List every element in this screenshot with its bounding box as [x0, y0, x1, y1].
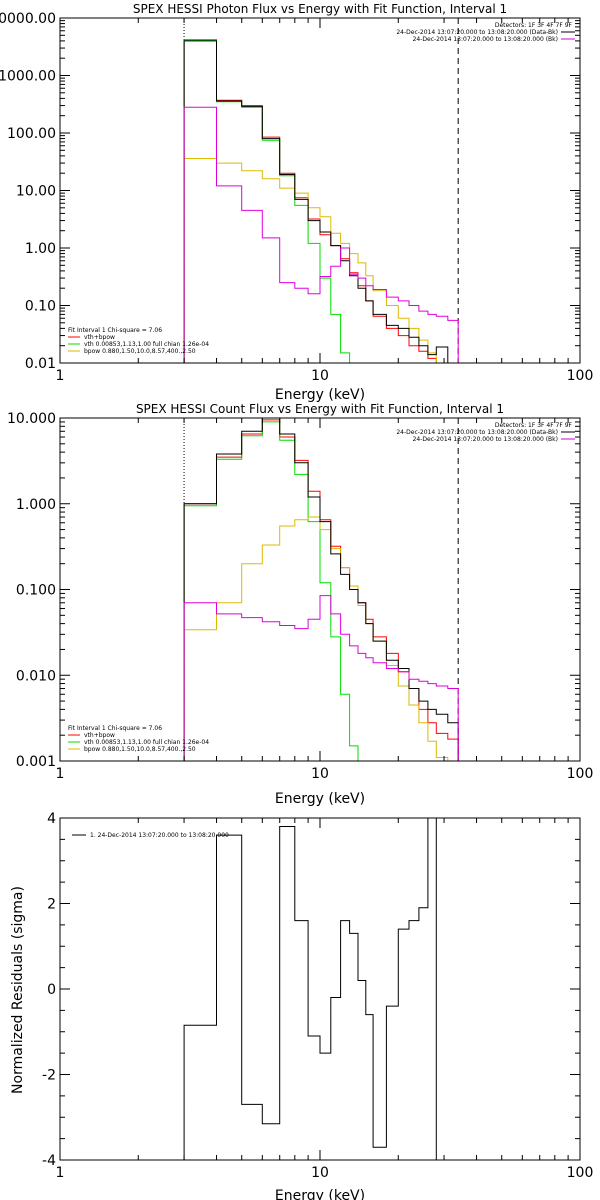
series-data-bk — [183, 40, 459, 363]
legend-top-entry: 24-Dec-2014 13:07:20.000 to 13:08:20.000… — [396, 29, 558, 36]
x-tick-label: 1 — [56, 368, 65, 384]
series-vth — [183, 421, 359, 761]
series-bpow — [183, 158, 449, 363]
series-vth-bpow — [183, 39, 449, 363]
series-bk — [183, 595, 459, 761]
legend-top-entry: 24-Dec-2014 13:07:20.000 to 13:08:20.000… — [396, 429, 558, 436]
y-tick-label: 0.010 — [16, 668, 56, 684]
y-tick-label: 0.001 — [16, 754, 56, 770]
photon-flux-x-axis-label: Energy (keV) — [275, 387, 365, 403]
series-vth — [183, 39, 351, 363]
x-tick-label: 10 — [311, 766, 329, 782]
y-tick-label: -2 — [42, 1068, 56, 1084]
residuals-y-axis-label: Normalized Residuals (sigma) — [10, 886, 26, 1094]
y-tick-label: 1.00 — [25, 241, 56, 257]
count-flux-x-axis-label: Energy (keV) — [275, 791, 365, 807]
series-data-bk — [183, 418, 459, 761]
legend-top-entry: 24-Dec-2014 13:07:20.000 to 13:08:20.000… — [413, 36, 558, 43]
y-tick-label: 2 — [47, 897, 56, 913]
legend-entry: 1. 24-Dec-2014 13:07:20.000 to 13:08:20.… — [90, 832, 229, 839]
residuals-x-axis-label: Energy (keV) — [275, 1188, 365, 1200]
legend-fit-entry: vth+bpow — [84, 732, 115, 739]
photon-flux-panel: SPEX HESSI Photon Flux vs Energy with Fi… — [0, 2, 593, 403]
legend-fit-entry: vth 0.00853,1.13,1.00 full chian 1.26e-0… — [84, 739, 209, 746]
y-tick-label: 1000.00 — [0, 69, 56, 85]
legend-top-entry: 24-Dec-2014 13:07:20.000 to 13:08:20.000… — [413, 436, 558, 443]
y-tick-label: 0.10 — [25, 299, 56, 315]
y-tick-label: 0.01 — [25, 356, 56, 372]
y-tick-label: 10.000 — [7, 411, 56, 427]
x-tick-label: 10 — [311, 368, 329, 384]
y-tick-label: 10.00 — [16, 184, 56, 200]
y-tick-label: 0.100 — [16, 583, 56, 599]
x-tick-label: 100 — [567, 368, 594, 384]
legend-fit-header: Fit Interval 1 Chi-square = 7.06 — [68, 327, 162, 334]
legend-detectors: Detectors: 1F 3F 4F 7F 9F — [495, 22, 573, 29]
series-bk — [183, 106, 459, 363]
count-flux-panel: SPEX HESSI Count Flux vs Energy with Fit… — [7, 402, 593, 807]
legend-fit-header: Fit Interval 1 Chi-square = 7.06 — [68, 725, 162, 732]
legend-fit-entry: vth 0.00853,1.13,1.00 full chian 1.26e-0… — [84, 341, 209, 348]
x-tick-label: 100 — [567, 766, 594, 782]
y-tick-label: 100.00 — [7, 126, 56, 142]
photon-flux-title: SPEX HESSI Photon Flux vs Energy with Fi… — [133, 2, 507, 16]
legend-fit-entry: bpow 0.880,1.50,10.0,8.57,400.,2.50 — [84, 746, 196, 753]
count-flux-title: SPEX HESSI Count Flux vs Energy with Fit… — [136, 402, 504, 416]
y-tick-label: 0000.00 — [0, 11, 56, 27]
legend-detectors: Detectors: 1F 3F 4F 7F 9F — [495, 422, 573, 429]
series-residuals — [183, 818, 437, 1160]
series-bpow — [183, 516, 449, 761]
y-tick-label: -4 — [42, 1153, 56, 1169]
legend-fit-entry: vth+bpow — [84, 334, 115, 341]
residuals-panel: 1 10 100 -4 -2 0 2 4 1. 24-Dec-2014 13:07:20.00… — [10, 811, 593, 1200]
y-tick-label: 4 — [47, 811, 56, 827]
x-tick-label: 1 — [56, 1165, 65, 1181]
y-tick-label: 0 — [47, 982, 56, 998]
legend-fit-entry: bpow 0.880,1.50,10.0,8.57,400.,2.50 — [84, 348, 196, 355]
y-tick-label: 1.000 — [16, 497, 56, 513]
x-tick-label: 10 — [311, 1165, 329, 1181]
x-tick-label: 1 — [56, 766, 65, 782]
x-tick-label: 100 — [567, 1165, 594, 1181]
